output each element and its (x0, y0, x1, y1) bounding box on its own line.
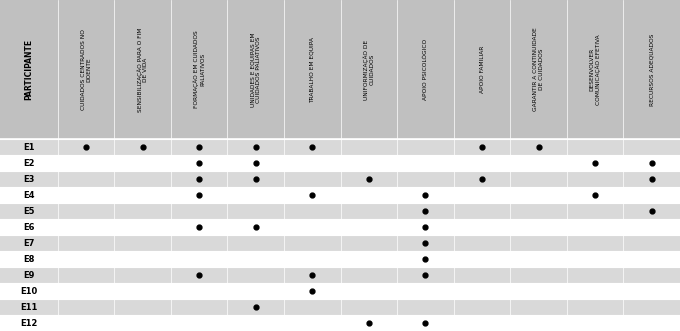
Bar (0, 171, 680, 187)
Text: E8: E8 (23, 255, 35, 263)
Text: APOIO FAMILIAR: APOIO FAMILIAR (479, 46, 485, 93)
Text: UNIDADES E EQUIPAS EM
CUIDADOS PALIATIVOS: UNIDADES E EQUIPAS EM CUIDADOS PALIATIVO… (250, 32, 261, 107)
Bar (0, 315, 680, 331)
Text: APOIO PSICOLÓGICO: APOIO PSICOLÓGICO (423, 39, 428, 100)
Text: E1: E1 (23, 143, 35, 152)
Text: UNIFORMIZAÇÃO DE
CUIDADOS: UNIFORMIZAÇÃO DE CUIDADOS (363, 39, 375, 100)
Text: E3: E3 (23, 174, 35, 183)
Text: E2: E2 (23, 159, 35, 167)
Text: E10: E10 (20, 287, 37, 296)
Text: TRABALHO EM EQUIPA: TRABALHO EM EQUIPA (310, 36, 315, 103)
Bar (0, 219, 680, 235)
Bar (0, 299, 680, 315)
Text: E6: E6 (23, 222, 35, 231)
Text: E5: E5 (23, 207, 35, 215)
Text: E4: E4 (23, 191, 35, 200)
Bar (0, 0, 680, 139)
Bar (0, 187, 680, 203)
Text: PARTICIPANTE: PARTICIPANTE (24, 39, 33, 100)
Text: GARANTIR A CONTINUIDADE
DE CUIDADOS: GARANTIR A CONTINUIDADE DE CUIDADOS (533, 27, 544, 112)
Text: SENSIBILIZAÇÃO PARA O FIM
DE VIDA: SENSIBILIZAÇÃO PARA O FIM DE VIDA (137, 27, 148, 112)
Text: FORMAÇÃO EM CUIDADOS
PALIATIVOS: FORMAÇÃO EM CUIDADOS PALIATIVOS (194, 31, 205, 108)
Text: DESENVOLVER
COMUNICAÇÃO EFETIVA: DESENVOLVER COMUNICAÇÃO EFETIVA (590, 34, 601, 105)
Bar (0, 139, 680, 155)
Text: E9: E9 (23, 270, 35, 279)
Bar (0, 283, 680, 299)
Text: E12: E12 (20, 318, 37, 327)
Text: CUIDADOS CENTRADOS NO
DOENTE: CUIDADOS CENTRADOS NO DOENTE (81, 29, 92, 110)
Bar (0, 267, 680, 283)
Text: RECURSOS ADEQUADOS: RECURSOS ADEQUADOS (649, 33, 654, 106)
Bar (0, 235, 680, 251)
Text: E11: E11 (20, 303, 37, 311)
Text: E7: E7 (23, 239, 35, 248)
Bar (0, 251, 680, 267)
Bar (0, 155, 680, 171)
Bar (0, 203, 680, 219)
